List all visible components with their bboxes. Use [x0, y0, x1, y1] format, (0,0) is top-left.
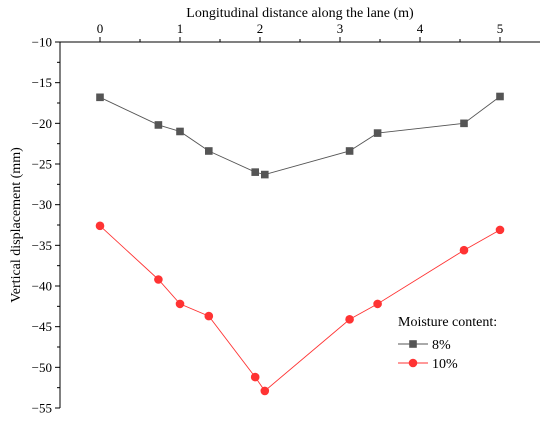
- series-2: [95, 221, 505, 396]
- data-point: [96, 93, 104, 102]
- y-tick-label: −45: [32, 319, 52, 334]
- x-tick-label: 0: [97, 21, 104, 36]
- legend-marker: [409, 340, 417, 348]
- y-tick-label: −25: [32, 157, 52, 172]
- data-point: [495, 225, 505, 235]
- y-tick-label: −15: [32, 75, 52, 90]
- data-point: [373, 299, 382, 309]
- data-point: [205, 147, 213, 155]
- y-axis-title: Vertical displacement (mm): [9, 147, 24, 303]
- data-point: [345, 147, 354, 155]
- x-tick-label: 5: [497, 21, 504, 36]
- y-tick-label: −40: [32, 279, 52, 294]
- x-tick-label: 2: [257, 21, 264, 36]
- legend-item: 10%: [398, 357, 458, 372]
- data-point: [251, 168, 259, 176]
- data-point: [345, 315, 354, 324]
- series-layer: [95, 92, 505, 396]
- legend-title: Moisture content:: [398, 315, 497, 330]
- y-tick-label: −20: [32, 116, 52, 131]
- y-tick-label: −30: [32, 197, 52, 212]
- data-point: [260, 386, 270, 396]
- data-point: [175, 299, 185, 309]
- series-line: [99, 225, 501, 392]
- series-1: [96, 92, 504, 179]
- x-axis: 0 1 2 3 4 5: [97, 21, 504, 42]
- legend: Moisture content: 8%10%: [398, 315, 497, 372]
- data-point: [459, 245, 469, 255]
- data-point: [154, 275, 163, 284]
- data-point: [176, 127, 184, 136]
- y-tick-label: −55: [32, 401, 52, 416]
- data-point: [95, 221, 105, 231]
- x-tick-label: 1: [177, 21, 184, 36]
- data-point: [154, 121, 163, 129]
- y-axis: −10 −15 −20 −25 −30 −35 −40 −45 −50 −55: [32, 35, 60, 416]
- legend-marker: [408, 358, 418, 368]
- legend-items: 8%10%: [398, 338, 458, 372]
- y-tick-label: −10: [32, 35, 52, 50]
- series-line: [99, 96, 501, 176]
- y-tick-label: −50: [32, 360, 52, 375]
- x-axis-title: Longitudinal distance along the lane (m): [186, 6, 414, 21]
- data-point: [460, 119, 468, 128]
- data-point: [204, 311, 214, 321]
- data-point: [261, 170, 269, 179]
- data-point: [373, 129, 382, 137]
- y-tick-label: −35: [32, 238, 52, 253]
- legend-item: 8%: [398, 338, 451, 353]
- legend-label: 8%: [432, 338, 451, 353]
- data-point: [496, 92, 504, 101]
- plot-frame: [59, 41, 540, 408]
- data-point: [250, 372, 260, 382]
- x-tick-label: 3: [337, 21, 344, 36]
- x-tick-label: 4: [417, 21, 424, 36]
- legend-label: 10%: [432, 357, 458, 372]
